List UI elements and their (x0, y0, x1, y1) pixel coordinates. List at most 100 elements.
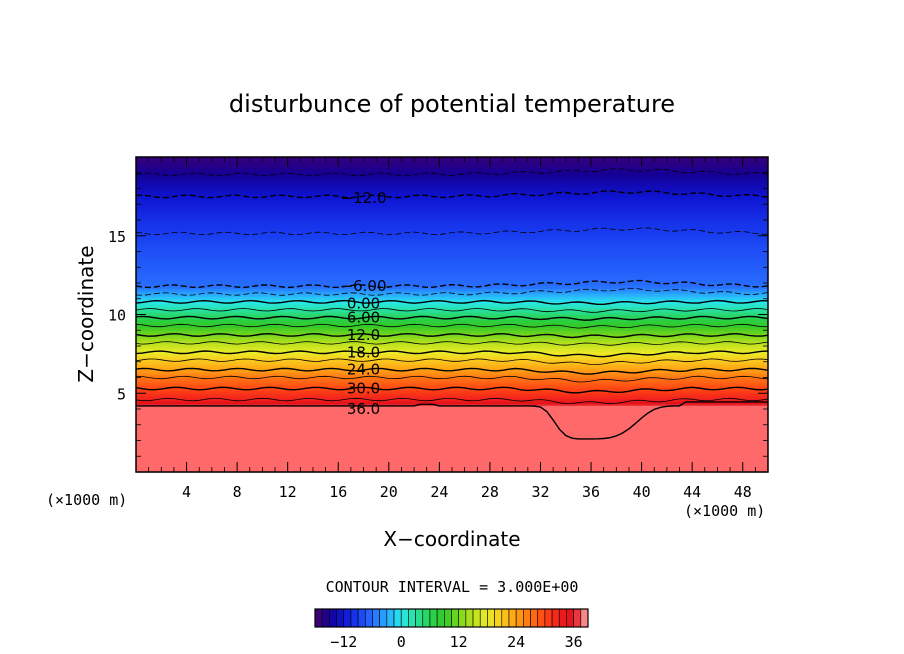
colorbar-segment (458, 608, 467, 628)
colorbar-frame (314, 608, 589, 628)
heatmap-band (136, 340, 768, 344)
colorbar (314, 608, 589, 628)
heatmap-fill (136, 157, 768, 473)
colorbar-segment (573, 608, 582, 628)
heatmap-band (136, 353, 768, 358)
heatmap-band (136, 256, 768, 260)
colorbar-segment (487, 608, 495, 628)
heatmap-band (136, 374, 768, 379)
contour-lines (135, 168, 769, 440)
colorbar-segment (494, 608, 503, 628)
chart-title: disturbunce of potential temperature (229, 90, 675, 118)
contour-line (136, 401, 768, 440)
heatmap-band (136, 398, 768, 402)
colorbar-segment (408, 608, 416, 628)
heatmap-band (136, 364, 768, 368)
x-tick-label: 12 (279, 483, 297, 501)
colorbar-segment (343, 608, 352, 628)
contour-line (135, 287, 769, 296)
x-tick-label: 48 (734, 483, 752, 501)
colorbar-segment (336, 608, 345, 628)
heatmap-band (136, 311, 768, 316)
heatmap-band (136, 269, 768, 274)
heatmap-band (136, 395, 768, 400)
heatmap-band (136, 319, 768, 323)
heatmap-band (136, 277, 768, 281)
colorbar-tick-label: 24 (507, 633, 525, 651)
contour-line (135, 350, 769, 358)
heatmap-band (136, 222, 768, 226)
heatmap-band (136, 241, 768, 245)
x-tick-label: 16 (329, 483, 347, 501)
contour-line (135, 190, 769, 199)
heatmap-band (136, 288, 768, 292)
x-tick-label: 40 (633, 483, 651, 501)
y-tick-label: 5 (117, 385, 126, 403)
x-tick-label: 20 (380, 483, 398, 501)
heatmap-band (136, 293, 768, 297)
heatmap-band (136, 382, 768, 386)
x-unit-right: (×1000 m) (684, 502, 765, 520)
heatmap-band (136, 214, 768, 218)
heatmap-band (136, 212, 768, 216)
colorbar-segment (523, 608, 531, 628)
contour-label: −12.0 (341, 189, 387, 207)
heatmap-band (136, 361, 768, 365)
heatmap-band (136, 191, 768, 195)
x-axis-label: X−coordinate (383, 527, 520, 551)
colorbar-segment (444, 608, 452, 628)
contour-label: −6.00 (341, 277, 387, 295)
x-tick-label: 28 (481, 483, 499, 501)
heatmap-band (136, 372, 768, 376)
colorbar-segment (429, 608, 438, 628)
colorbar-labels: −12 0 12 24 36 (330, 633, 582, 651)
colorbar-tick-label: −12 (330, 633, 357, 651)
heatmap-band (136, 248, 768, 253)
contour-line (135, 358, 769, 366)
heatmap-band (136, 251, 768, 255)
heatmap-band (136, 322, 768, 326)
heatmap-band (136, 330, 768, 334)
heatmap-band (136, 235, 768, 239)
heatmap-band (136, 199, 768, 203)
heatmap-band (136, 217, 768, 221)
heatmap-band (136, 254, 768, 258)
heatmap-band (136, 238, 768, 242)
colorbar-segment (465, 608, 474, 628)
contour-line (135, 227, 769, 236)
contour-label: 18.0 (347, 343, 380, 361)
colorbar-segment (558, 608, 567, 628)
heatmap-band (136, 175, 768, 179)
heatmap-band (136, 170, 768, 174)
colorbar-segment (479, 608, 488, 628)
heatmap-band (136, 196, 768, 200)
colorbar-segment (508, 608, 517, 628)
heatmap-band (136, 338, 768, 342)
heatmap-band (136, 377, 768, 381)
heatmap-band (136, 225, 768, 229)
colorbar-tick-label: 12 (450, 633, 468, 651)
heatmap-band (136, 180, 768, 184)
heatmap-band (136, 367, 768, 371)
colorbar-segment (386, 608, 395, 628)
y-tick-label: 10 (108, 307, 126, 325)
heatmap-band (136, 209, 768, 213)
heatmap-band (136, 183, 768, 187)
heatmap-band (136, 380, 768, 384)
heatmap-band (136, 206, 768, 211)
heatmap-band (136, 227, 768, 232)
heatmap-band (136, 167, 768, 171)
heatmap-band (136, 388, 768, 392)
colorbar-segment (314, 608, 323, 628)
heatmap-band (136, 230, 768, 234)
heatmap-band (136, 264, 768, 268)
y-axis-ticks: 5 10 15 (108, 228, 768, 403)
heatmap-band (136, 390, 768, 394)
heatmap-band (136, 164, 768, 169)
contour-line (135, 386, 769, 394)
x-tick-label: 32 (531, 483, 549, 501)
heatmap-band (136, 220, 768, 224)
heatmap-band (136, 259, 768, 263)
contour-label: 6.00 (347, 309, 380, 327)
colorbar-segment (372, 608, 380, 628)
